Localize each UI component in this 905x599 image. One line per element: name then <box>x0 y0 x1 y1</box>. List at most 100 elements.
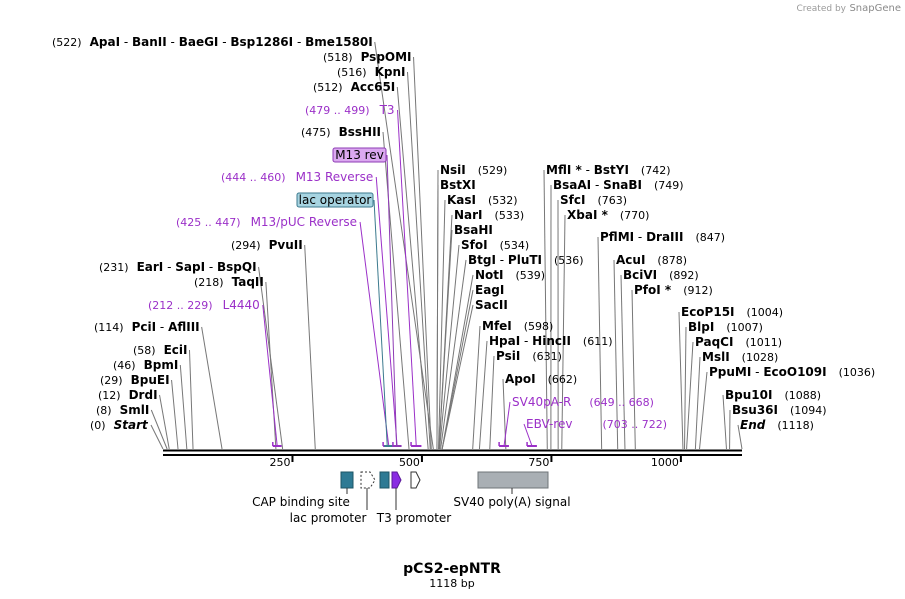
enzyme-position: (598) <box>524 320 554 333</box>
name-separator: - <box>156 320 168 334</box>
primer-range: (703 .. 722) <box>602 418 667 431</box>
enzyme-label-e29[interactable]: (29) BpuEI <box>100 373 170 387</box>
enzyme-label-e662[interactable]: ApoI (662) <box>505 372 577 386</box>
enzyme-label-e529b[interactable]: BstXI <box>440 178 476 192</box>
primer-range: (425 .. 447) <box>176 216 241 229</box>
enzyme-label-e1094[interactable]: Bsu36I (1094) <box>732 403 827 417</box>
enzyme-name: BciVI <box>623 268 657 282</box>
svg-text:EBV-rev(703 .. 722): EBV-rev (703 .. 722) <box>526 417 667 431</box>
connector-e518 <box>413 56 432 450</box>
enzyme-label-e516[interactable]: (516) KpnI <box>337 65 406 79</box>
enzyme-label-e475[interactable]: (475) BssHII <box>301 125 381 139</box>
primer-connector-p_l4440 <box>262 304 278 447</box>
primer-p_l4440[interactable]: (212 .. 229) L4440 <box>148 298 282 447</box>
enzyme-label-e1088[interactable]: Bpu10I (1088) <box>725 388 821 402</box>
enzyme-label-e534[interactable]: SfoI (534) <box>461 238 529 252</box>
enzyme-label-e598[interactable]: MfeI (598) <box>482 319 553 333</box>
enzyme-label-e522[interactable]: (522) ApaI - BanII - BaeGI - Bsp1286I - B… <box>52 35 373 49</box>
svg-text:NarI(533): NarI (533) <box>454 208 524 222</box>
t3-arrow-feature[interactable] <box>410 471 421 489</box>
boxed-label-b_m13rev[interactable]: M13 rev <box>332 147 402 447</box>
enzyme-label-e1036[interactable]: PpuMI - EcoO109I (1036) <box>709 365 875 379</box>
enzyme-label-e892[interactable]: BciVI (892) <box>623 268 699 282</box>
enzyme-label-e1028[interactable]: MslI (1028) <box>702 350 778 364</box>
enzyme-name: End <box>740 418 766 432</box>
connector-e892 <box>620 274 626 450</box>
enzyme-position: (1028) <box>742 351 779 364</box>
enzyme-label-e294[interactable]: (294) PvuII <box>231 238 303 252</box>
enzyme-label-e1011[interactable]: PaqCI (1011) <box>695 335 782 349</box>
primer-name: L4440 <box>223 298 260 312</box>
connector-e475 <box>382 131 410 450</box>
enzyme-label-e231[interactable]: (231) EarI - SapI - BspQI <box>99 260 257 274</box>
enzyme-label-e46[interactable]: (46) BpmI <box>113 358 178 372</box>
box-connector <box>373 199 388 447</box>
lac-promoter-label: lac promoter <box>290 511 367 525</box>
svg-text:(8)SmlI: (8) SmlI <box>96 403 149 417</box>
enzyme-label-e847[interactable]: PflMI - DraIII (847) <box>600 230 725 244</box>
box-text: M13 rev <box>335 148 384 162</box>
sv40-polya-label: SV40 poly(A) signal <box>453 495 570 509</box>
enzyme-name: Bme1580I <box>305 35 373 49</box>
enzyme-label-e533b[interactable]: BsaHI <box>454 223 493 237</box>
enzyme-label-e58[interactable]: (58) EciI <box>133 343 187 357</box>
primer-p_ebv[interactable]: EBV-rev (703 .. 722) <box>523 417 667 447</box>
connector-e231 <box>258 266 284 450</box>
enzyme-label-e631[interactable]: PsiI (631) <box>496 349 562 363</box>
primer-p_m13puc[interactable]: (425 .. 447) M13/pUC Reverse <box>176 215 395 447</box>
enzyme-label-e529[interactable]: NsiI (529) <box>440 163 507 177</box>
connector-e878 <box>613 259 619 450</box>
enzyme-label-e518[interactable]: (518) PspOMI <box>323 50 412 64</box>
enzyme-label-e878[interactable]: AcuI (878) <box>616 253 687 267</box>
name-separator: - <box>120 35 132 49</box>
enzyme-label-e12[interactable]: (12) DrdI <box>98 388 158 402</box>
enzyme-label-e114[interactable]: (114) PciI - AflIII <box>94 320 200 334</box>
enzyme-name: BssHII <box>339 125 381 139</box>
primer-p_t3[interactable]: (479 .. 499) T3 <box>305 103 422 447</box>
connector-lines <box>150 41 743 450</box>
enzyme-position: (749) <box>654 179 684 192</box>
svg-text:NotI(539): NotI (539) <box>475 268 545 282</box>
connector-e516 <box>407 71 431 450</box>
enzyme-label-e749[interactable]: BsaAI - SnaBI (749) <box>553 178 684 192</box>
cap-binding-site-feature[interactable] <box>340 471 354 489</box>
enzyme-name: EcoP15I <box>681 305 735 319</box>
enzyme-label-e533[interactable]: NarI (533) <box>454 208 524 222</box>
enzyme-name: BaeGI <box>179 35 219 49</box>
enzyme-name: BspQI <box>217 260 257 274</box>
enzyme-label-e539c[interactable]: SacII <box>475 298 508 312</box>
enzyme-label-e0[interactable]: (0) Start <box>90 418 149 432</box>
lac-promoter-feature[interactable] <box>360 471 376 489</box>
enzyme-label-e1118[interactable]: End (1118) <box>740 418 814 432</box>
svg-text:(522)ApaI - BanII - BaeGI: (522) ApaI - BanII - BaeGI - Bsp1286I - B… <box>52 35 373 49</box>
enzyme-label-e912[interactable]: PfoI * (912) <box>634 283 713 297</box>
enzyme-name: HincII <box>532 334 571 348</box>
connector-e58 <box>188 349 194 450</box>
enzyme-label-e1007[interactable]: BlpI (1007) <box>688 320 763 334</box>
enzyme-label-e532[interactable]: KasI (532) <box>447 193 518 207</box>
primer-name: T3 <box>379 103 395 117</box>
sv40-polya-feature[interactable] <box>477 471 549 489</box>
enzyme-label-e763[interactable]: SfcI (763) <box>560 193 627 207</box>
enzyme-label-e539[interactable]: NotI (539) <box>475 268 545 282</box>
enzyme-label-e1004[interactable]: EcoP15I (1004) <box>681 305 783 319</box>
primer-p_sv40pa[interactable]: SV40pA-R (649 .. 668) <box>498 395 654 447</box>
primer-p_m13rev[interactable]: (444 .. 460) M13 Reverse <box>221 170 402 447</box>
enzyme-name: PaqCI <box>695 335 733 349</box>
enzyme-label-e218[interactable]: (218) TaqII <box>194 275 264 289</box>
t3-promoter-feature[interactable] <box>391 471 402 489</box>
boxed-label-b_lacop[interactable]: lac operator <box>296 192 393 447</box>
enzyme-label-e611[interactable]: HpaI - HincII (611) <box>489 334 613 348</box>
enzyme-label-e512[interactable]: (512) Acc65I <box>313 80 395 94</box>
enzyme-label-e742[interactable]: MflI * - BstYI (742) <box>546 163 671 177</box>
connector-e536 <box>440 259 467 450</box>
enzyme-name: NarI <box>454 208 483 222</box>
enzyme-label-e536[interactable]: BtgI - PluTI (536) <box>468 253 584 267</box>
lac-operator-feature[interactable] <box>379 471 390 489</box>
enzyme-label-e539b[interactable]: EagI <box>475 283 504 297</box>
primer-name: M13/pUC Reverse <box>251 215 358 229</box>
enzyme-label-e770[interactable]: XbaI * (770) <box>567 208 649 222</box>
enzyme-label-e8[interactable]: (8) SmlI <box>96 403 149 417</box>
enzyme-name: SacII <box>475 298 508 312</box>
connector-e529b <box>436 184 439 450</box>
